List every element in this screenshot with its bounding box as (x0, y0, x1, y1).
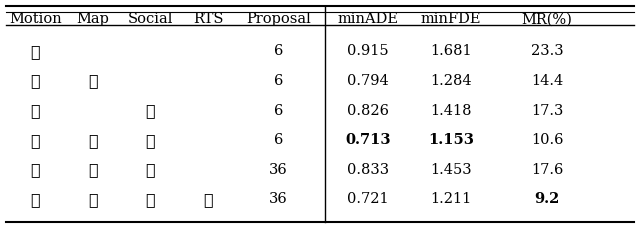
Text: minADE: minADE (337, 12, 399, 26)
Text: 0.915: 0.915 (347, 44, 389, 58)
Text: ✓: ✓ (88, 161, 98, 178)
Text: 0.826: 0.826 (347, 103, 389, 117)
Text: 1.418: 1.418 (431, 103, 472, 117)
Text: ✓: ✓ (145, 131, 156, 148)
Text: 0.833: 0.833 (347, 162, 389, 176)
Text: ✓: ✓ (88, 190, 98, 207)
Text: 6: 6 (274, 133, 283, 147)
Text: Map: Map (76, 12, 109, 26)
Text: 6: 6 (274, 103, 283, 117)
Text: Motion: Motion (9, 12, 61, 26)
Text: ✓: ✓ (30, 72, 40, 89)
Text: 17.6: 17.6 (531, 162, 563, 176)
Text: 36: 36 (269, 162, 288, 176)
Text: MR(%): MR(%) (522, 12, 573, 26)
Text: ✓: ✓ (145, 161, 156, 178)
Text: 1.681: 1.681 (430, 44, 472, 58)
Text: RTS: RTS (193, 12, 223, 26)
Text: ✓: ✓ (30, 43, 40, 59)
Text: 1.211: 1.211 (431, 192, 472, 206)
Text: 1.453: 1.453 (430, 162, 472, 176)
Text: 10.6: 10.6 (531, 133, 563, 147)
Text: 23.3: 23.3 (531, 44, 563, 58)
Text: 6: 6 (274, 74, 283, 88)
Text: ✓: ✓ (30, 190, 40, 207)
Text: ✓: ✓ (88, 72, 98, 89)
Text: 6: 6 (274, 44, 283, 58)
Text: Social: Social (128, 12, 173, 26)
Text: Proposal: Proposal (246, 12, 311, 26)
Text: minFDE: minFDE (421, 12, 481, 26)
Text: ✓: ✓ (30, 131, 40, 148)
Text: ✓: ✓ (145, 102, 156, 118)
Text: 9.2: 9.2 (534, 192, 560, 206)
Text: ✓: ✓ (30, 161, 40, 178)
Text: ✓: ✓ (145, 190, 156, 207)
Text: 14.4: 14.4 (531, 74, 563, 88)
Text: 1.153: 1.153 (428, 133, 474, 147)
Text: 0.721: 0.721 (347, 192, 389, 206)
Text: ✓: ✓ (88, 131, 98, 148)
Text: 1.284: 1.284 (430, 74, 472, 88)
Text: ✓: ✓ (203, 190, 213, 207)
Text: 0.794: 0.794 (347, 74, 389, 88)
Text: 36: 36 (269, 192, 288, 206)
Text: 17.3: 17.3 (531, 103, 563, 117)
Text: 0.713: 0.713 (345, 133, 391, 147)
Text: ✓: ✓ (30, 102, 40, 118)
